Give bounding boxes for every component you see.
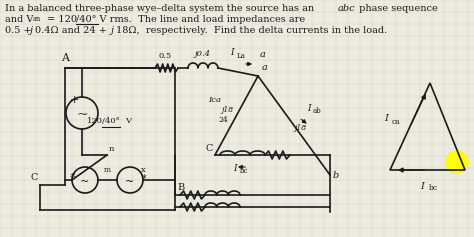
Text: ~: ~ bbox=[81, 177, 90, 187]
Text: La: La bbox=[237, 52, 246, 60]
Text: I: I bbox=[307, 104, 310, 113]
Text: phase sequence: phase sequence bbox=[356, 4, 438, 13]
Text: j: j bbox=[111, 26, 114, 35]
Text: j0.4: j0.4 bbox=[195, 50, 211, 58]
Text: *: * bbox=[69, 173, 75, 183]
Text: +: + bbox=[69, 95, 79, 105]
Text: 0.4Ω and 24 +: 0.4Ω and 24 + bbox=[35, 26, 110, 35]
Text: a: a bbox=[262, 63, 268, 72]
Text: an: an bbox=[33, 15, 41, 23]
Text: I: I bbox=[230, 48, 234, 57]
Text: a: a bbox=[260, 50, 266, 59]
Text: 24: 24 bbox=[219, 115, 228, 123]
Text: ~: ~ bbox=[76, 108, 88, 122]
Text: 0.5 +: 0.5 + bbox=[5, 26, 35, 35]
Text: I: I bbox=[233, 164, 237, 173]
Text: V: V bbox=[125, 117, 131, 125]
Text: 0.5: 0.5 bbox=[158, 52, 172, 60]
Text: bc: bc bbox=[240, 167, 248, 175]
Text: ca: ca bbox=[392, 118, 401, 126]
Text: I: I bbox=[384, 114, 388, 123]
Text: 120: 120 bbox=[87, 117, 103, 125]
Text: j18: j18 bbox=[294, 124, 306, 132]
Text: b: b bbox=[333, 170, 339, 179]
Text: Ica: Ica bbox=[209, 96, 221, 104]
Text: I: I bbox=[420, 182, 424, 191]
Text: C: C bbox=[206, 144, 213, 153]
Text: j: j bbox=[30, 26, 33, 35]
Text: m: m bbox=[103, 166, 110, 174]
Text: n: n bbox=[109, 145, 114, 153]
Circle shape bbox=[446, 151, 468, 173]
Text: bc: bc bbox=[428, 184, 438, 192]
Text: and V: and V bbox=[5, 15, 33, 24]
Text: 18Ω,  respectively.  Find the delta currents in the load.: 18Ω, respectively. Find the delta curren… bbox=[116, 26, 387, 35]
Text: *: * bbox=[142, 174, 146, 184]
Text: j18: j18 bbox=[221, 105, 234, 114]
Text: ab: ab bbox=[313, 106, 322, 114]
Text: /40°: /40° bbox=[102, 117, 120, 125]
Text: In a balanced three-phase wye–delta system the source has an: In a balanced three-phase wye–delta syst… bbox=[5, 4, 317, 13]
Text: C: C bbox=[31, 173, 38, 182]
Text: /40° V rms.  The line and load impedances are: /40° V rms. The line and load impedances… bbox=[76, 15, 305, 24]
Text: A: A bbox=[61, 53, 69, 63]
Text: ~: ~ bbox=[126, 177, 135, 187]
Text: = 120: = 120 bbox=[44, 15, 77, 24]
Text: x: x bbox=[141, 166, 146, 174]
Text: B: B bbox=[177, 183, 184, 192]
Text: abc: abc bbox=[338, 4, 356, 13]
